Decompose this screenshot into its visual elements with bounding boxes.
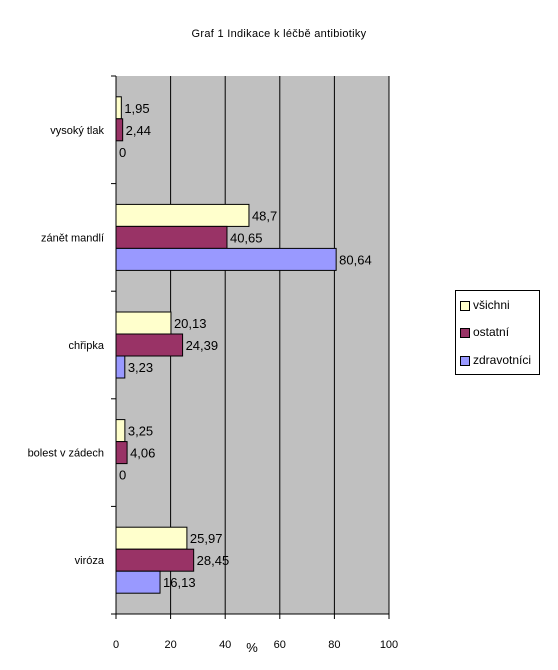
data-label: 3,23 (128, 360, 153, 375)
data-label: 28,45 (197, 553, 230, 568)
legend-label: všichni (473, 298, 510, 312)
y-tick-label: chřipka (69, 340, 105, 352)
legend-item-vsichni: všichni (460, 298, 510, 312)
bar (115, 118, 124, 142)
data-label: 25,97 (190, 531, 223, 546)
x-tick-label: 40 (219, 639, 231, 651)
bar (115, 570, 161, 594)
x-axis-label: % (246, 640, 258, 655)
y-tick-label: vysoký tlak (50, 125, 104, 137)
x-tick-label: 80 (328, 639, 340, 651)
data-label: 3,25 (128, 424, 153, 439)
y-tick-label: zánět mandlí (41, 232, 104, 244)
bar (115, 96, 122, 120)
bar (115, 203, 250, 227)
y-tick-label: viróza (75, 555, 105, 567)
data-label: 20,13 (174, 316, 207, 331)
legend-swatch-zdravotnici (460, 355, 470, 366)
data-label: 4,06 (130, 446, 155, 461)
data-label: 1,95 (124, 101, 149, 116)
bar (115, 441, 128, 465)
chart-title: Graf 1 Indikace k léčbě antibiotiky (191, 28, 367, 40)
legend-swatch-ostatni (460, 327, 470, 338)
x-tick-label: 60 (274, 639, 286, 651)
legend-item-zdravotnici: zdravotníci (460, 353, 531, 367)
legend-swatch-vsichni (460, 300, 470, 311)
bar (115, 333, 184, 357)
bar (115, 225, 228, 249)
data-label: 0 (119, 145, 126, 160)
bar (115, 419, 126, 443)
bar (115, 311, 172, 335)
legend: všichni ostatní zdravotníci (455, 290, 540, 375)
data-label: 2,44 (126, 123, 151, 138)
bar (115, 355, 126, 379)
bar (115, 526, 188, 550)
legend-label: ostatní (473, 325, 510, 339)
bar (115, 247, 337, 271)
data-label: 40,65 (230, 230, 263, 245)
x-tick-label: 100 (380, 639, 398, 651)
data-label: 0 (119, 468, 126, 483)
data-label: 48,7 (252, 208, 277, 223)
x-tick-label: 20 (164, 639, 176, 651)
data-label: 16,13 (163, 575, 196, 590)
y-tick-label: bolest v zádech (28, 448, 104, 460)
data-label: 80,64 (339, 252, 372, 267)
data-label: 24,39 (186, 338, 219, 353)
bar (115, 548, 195, 572)
legend-item-ostatni: ostatní (460, 325, 509, 339)
legend-label: zdravotníci (473, 353, 532, 367)
x-tick-label: 0 (113, 639, 119, 651)
